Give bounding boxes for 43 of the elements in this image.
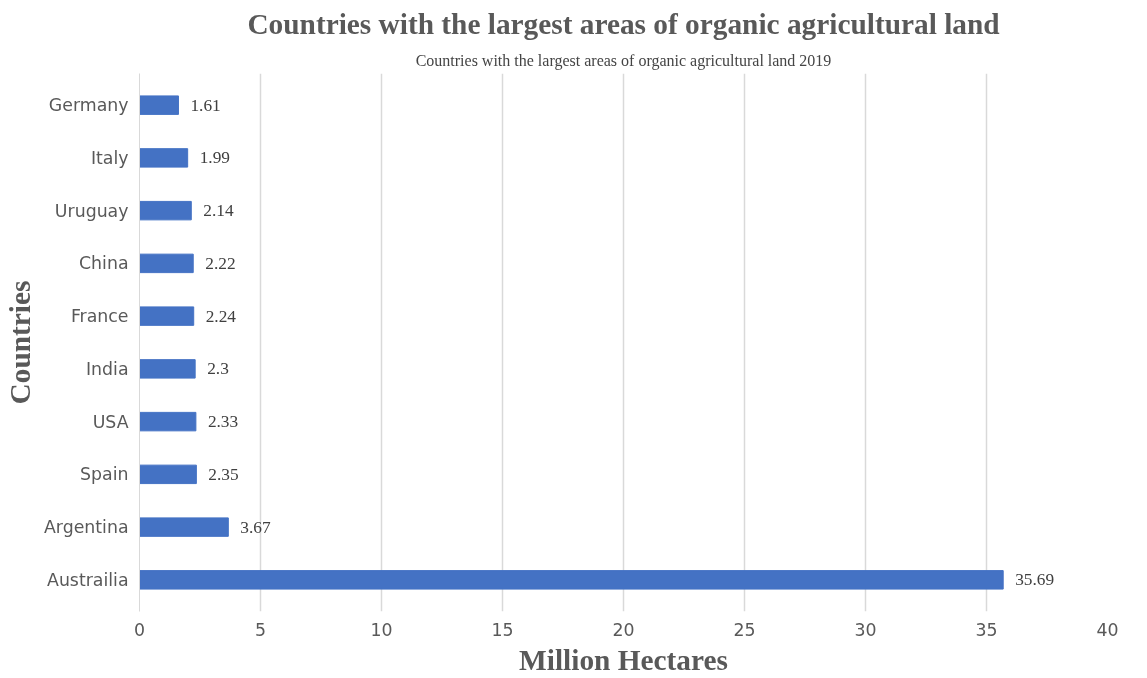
bar xyxy=(139,200,192,221)
bar xyxy=(139,359,196,379)
y-tick-label: Austrailia xyxy=(47,569,129,590)
bar xyxy=(139,95,179,115)
bar xyxy=(139,517,229,537)
text: Countries with the largest areas of organic agricultural land 2019 xyxy=(415,51,832,70)
chart-title: Countries with the largest areas of organic agricultural land xyxy=(247,7,1000,40)
y-tick-label: Italy xyxy=(90,147,129,168)
data-label: 3.67 xyxy=(240,517,271,537)
data-label: 2.3 xyxy=(207,359,229,379)
bar xyxy=(139,148,189,168)
data-label: 35.69 xyxy=(1015,570,1055,590)
bar xyxy=(139,306,195,326)
data-label: 2.22 xyxy=(205,253,236,273)
y-tick-label: Spain xyxy=(80,464,129,485)
x-tick-label: 35 xyxy=(975,619,998,640)
bar xyxy=(139,464,197,485)
y-tick-label: China xyxy=(79,253,129,274)
bar xyxy=(139,411,197,432)
data-label: 1.61 xyxy=(190,95,221,115)
x-tick-label: 40 xyxy=(1096,619,1119,640)
bar xyxy=(139,570,1004,590)
data-label: 2.33 xyxy=(207,412,239,432)
y-tick-label: India xyxy=(85,358,129,379)
x-tick-label: 20 xyxy=(612,619,635,640)
x-tick-label: 0 xyxy=(133,619,146,640)
y-tick-label: France xyxy=(70,306,129,327)
data-label: 2.24 xyxy=(205,306,237,326)
x-tick-label: 25 xyxy=(733,619,756,640)
x-axis-title: Million Hectares xyxy=(519,643,728,676)
y-tick-label: Uruguay xyxy=(54,200,129,221)
y-tick-label: USA xyxy=(92,411,129,432)
y-tick-label: Argentina xyxy=(43,517,129,538)
x-tick-label: 30 xyxy=(854,619,877,640)
data-label: 2.14 xyxy=(203,201,234,221)
y-axis-title: Countries xyxy=(3,280,36,405)
x-tick-label: 10 xyxy=(370,619,393,640)
data-label: 1.99 xyxy=(199,148,230,168)
data-label: 2.35 xyxy=(208,464,239,484)
bar xyxy=(139,253,194,274)
y-tick-label: Germany xyxy=(48,95,129,116)
x-tick-label: 15 xyxy=(491,619,514,640)
x-tick-label: 5 xyxy=(254,619,267,640)
